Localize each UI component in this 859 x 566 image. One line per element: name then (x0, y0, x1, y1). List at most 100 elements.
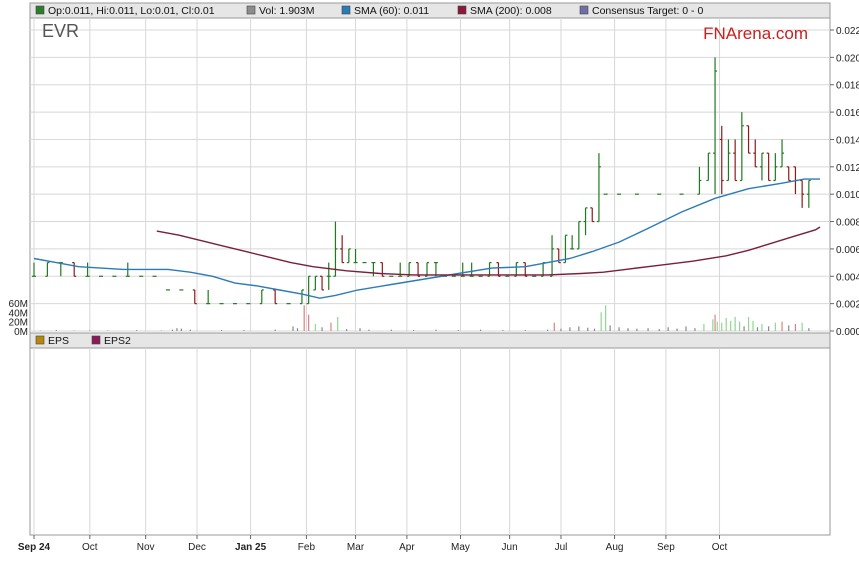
volume-bar (546, 329, 549, 331)
ohlc-bar (496, 261, 501, 277)
volume-tick-label: 40M (9, 308, 28, 319)
ohlc-bar (759, 152, 764, 181)
ohlc-bar (733, 139, 738, 182)
x-tick-label: Sep (657, 542, 675, 553)
volume-bar (330, 322, 332, 331)
volume-bar (761, 324, 763, 331)
volume-bar (636, 328, 638, 331)
x-tick-label: Feb (298, 542, 316, 553)
eps-panel (29, 332, 831, 536)
volume-bar (781, 321, 783, 331)
ohlc-bar (786, 166, 791, 182)
legend-swatch (35, 5, 45, 15)
y-tick-label: 0.004 (836, 272, 859, 283)
grid-lines (30, 18, 830, 535)
volume-bar (435, 329, 437, 331)
volume-tick-label: 20M (9, 318, 28, 329)
volume-bar (479, 329, 482, 331)
volume-bar (368, 329, 370, 331)
ohlc-bar (514, 261, 519, 277)
ohlc-bar (346, 248, 351, 264)
x-tick-label: Apr (399, 542, 415, 553)
volume-bar (794, 324, 797, 331)
volume-bar (321, 327, 323, 331)
volume-bar (578, 326, 580, 331)
ohlc-bar (753, 139, 758, 168)
volume-bar (296, 328, 299, 331)
volume-bar (303, 305, 305, 331)
ohlc-bar (523, 261, 528, 277)
volume-bar (502, 330, 504, 331)
ohlc-bar (45, 261, 50, 277)
main-legend-bar (29, 2, 831, 19)
volume-bar (756, 327, 759, 331)
volume-bar (747, 317, 750, 331)
ohlc-bar (697, 166, 702, 195)
volume-bar (176, 328, 178, 331)
volume-bar (180, 328, 182, 331)
x-tick-label: Oct (82, 542, 98, 553)
ohlc-bar (706, 152, 711, 182)
volume-bar (171, 329, 174, 331)
volume-bar (136, 330, 138, 331)
volume-bar (55, 330, 57, 331)
volume-bar (524, 330, 526, 331)
volume-bar (788, 325, 790, 331)
volume-bar (658, 329, 660, 331)
x-tick-label: Dec (188, 542, 206, 553)
volume-bar (609, 325, 611, 331)
ohlc-bar (306, 275, 311, 305)
volume-bar (774, 322, 776, 331)
main-panel (29, 2, 831, 334)
volume-bar (457, 330, 459, 331)
volume-bar (274, 329, 276, 331)
volume-bar (694, 328, 696, 331)
ohlc-bar (320, 275, 325, 291)
volume-bar (618, 327, 620, 331)
volume-bar (685, 326, 687, 331)
volume-bar (605, 305, 607, 331)
y-tick-label: 0.010 (836, 190, 859, 201)
y-tick-label: 0.000 (836, 327, 859, 338)
ohlc-bar (273, 289, 278, 305)
volume-tick-label: 60M (9, 299, 28, 310)
volume-bar (600, 312, 602, 331)
legend-swatch (457, 5, 467, 15)
ohlc-bar (806, 179, 811, 208)
volume-bar (587, 327, 589, 331)
ohlc-bar (460, 262, 465, 277)
ohlc-bar (773, 153, 778, 182)
ohlc-bar (313, 275, 318, 291)
legend-swatch (579, 5, 589, 15)
sma60-line (33, 178, 820, 299)
legend-label: EPS (48, 335, 69, 347)
ohlc-bar (85, 262, 90, 277)
legend-swatch (341, 5, 351, 15)
ohlc-bar (353, 248, 358, 264)
legend-swatch (246, 5, 256, 15)
ohlc-bar (739, 112, 744, 182)
legend-swatch (91, 335, 101, 345)
ohlc-bar (719, 125, 724, 195)
ohlc-bar (746, 125, 751, 154)
volume-bar (337, 317, 339, 331)
ohlc-bar (259, 289, 264, 305)
volume-bar (346, 329, 348, 331)
legend-label: SMA (200): 0.008 (470, 5, 552, 17)
main-legend: Op:0.011, Hi:0.011, Lo:0.01, Cl:0.01 Vol:… (35, 5, 703, 17)
ohlc-bar (713, 57, 718, 195)
volume-bar (308, 314, 310, 331)
y-tick-label: 0.016 (836, 108, 859, 119)
ohlc-bar (780, 139, 785, 168)
x-tick-label: Jul (555, 542, 568, 553)
ohlc-bar (583, 207, 588, 236)
ohlc-bar (333, 221, 338, 277)
ohlc-bar (576, 220, 581, 250)
sma-lines (33, 178, 821, 299)
ohlc-bar (590, 207, 595, 223)
x-tick-label: Sep 24 (18, 542, 51, 553)
ohlc-bar (596, 153, 601, 223)
volume-bar (752, 320, 754, 331)
